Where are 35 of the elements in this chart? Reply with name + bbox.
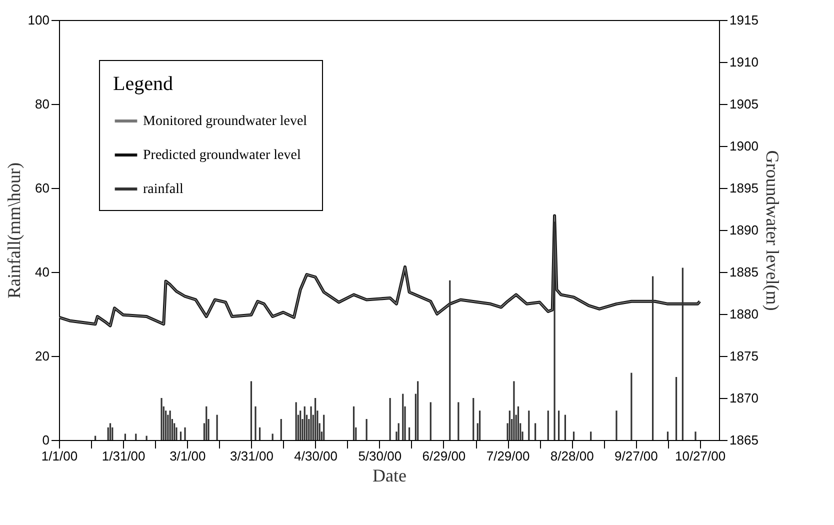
x-tick-label: 1/1/00 xyxy=(41,448,78,464)
y2-tick-label: 1910 xyxy=(730,54,758,70)
x-tick-label: 5/30/00 xyxy=(358,448,402,464)
x-tick-label: 8/28/00 xyxy=(550,448,594,464)
y2-tick-label: 1870 xyxy=(730,390,758,406)
y2-tick-label: 1915 xyxy=(730,12,758,28)
x-tick-label: 4/30/00 xyxy=(294,448,338,464)
y-tick-label: 20 xyxy=(35,348,50,364)
y-tick-label: 100 xyxy=(28,12,50,28)
y2-tick-label: 1905 xyxy=(730,96,758,112)
x-tick-label: 3/1/00 xyxy=(170,448,206,464)
x-tick-label: 9/27/00 xyxy=(614,448,658,464)
x-tick-label: 3/31/00 xyxy=(230,448,274,464)
y2-tick-label: 1895 xyxy=(730,180,758,196)
y-axis-title: Rainfall(mm\hour) xyxy=(4,162,24,298)
x-tick-label: 10/27/00 xyxy=(674,448,726,464)
y-tick-label: 60 xyxy=(35,180,50,196)
y-tick-label: 80 xyxy=(35,96,50,112)
y2-tick-label: 1900 xyxy=(730,138,758,154)
y2-axis-title: Groundwater level(m) xyxy=(762,150,782,311)
y2-tick-label: 1890 xyxy=(730,222,758,238)
y2-tick-label: 1875 xyxy=(730,348,758,364)
x-tick-label: 7/29/00 xyxy=(486,448,530,464)
legend-label: rainfall xyxy=(143,182,184,197)
y2-tick-label: 1865 xyxy=(730,432,758,448)
legend-title: Legend xyxy=(113,73,173,95)
legend-label: Predicted groundwater level xyxy=(143,148,301,163)
x-axis-title: Date xyxy=(372,466,406,486)
legend-label: Monitored groundwater level xyxy=(143,114,308,129)
x-tick-label: 1/31/00 xyxy=(102,448,146,464)
y2-tick-label: 1880 xyxy=(730,306,758,322)
y-tick-label: 40 xyxy=(35,264,50,280)
x-tick-label: 6/29/00 xyxy=(422,448,466,464)
y2-tick-label: 1885 xyxy=(730,264,758,280)
y-tick-label: 0 xyxy=(42,432,50,448)
